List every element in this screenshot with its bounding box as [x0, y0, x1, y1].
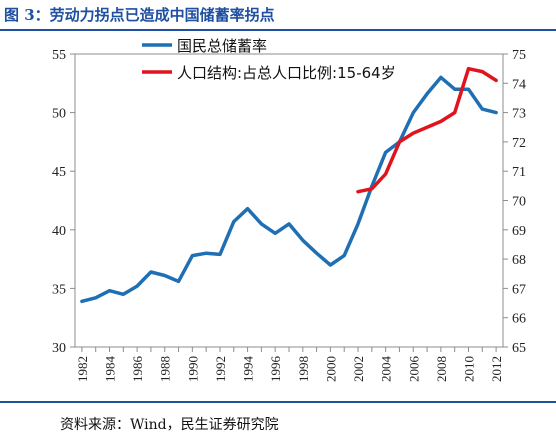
x-tick-label: 1984: [103, 356, 118, 383]
data-point: [150, 271, 152, 273]
x-tick-label: 1982: [75, 356, 90, 382]
data-point: [426, 126, 428, 128]
data-point: [398, 141, 400, 143]
y-right-tick-label: 73: [512, 107, 526, 122]
data-point: [371, 188, 373, 190]
series-line-savings-rate: [80, 75, 498, 304]
data-point: [385, 173, 387, 175]
y-right-tick-label: 67: [512, 282, 526, 297]
data-point: [205, 252, 207, 254]
x-tick-label: 2010: [461, 356, 476, 382]
footer-divider: [0, 401, 556, 403]
data-point: [164, 275, 166, 277]
data-point: [122, 293, 124, 295]
data-point: [191, 255, 193, 257]
y-left-tick-label: 45: [52, 165, 66, 180]
y-right-tick-label: 65: [512, 341, 526, 356]
data-point: [481, 71, 483, 73]
y-left-tick-label: 50: [52, 107, 66, 122]
y-right-tick-label: 68: [512, 253, 526, 268]
data-point: [495, 79, 497, 81]
x-tick-label: 1992: [213, 356, 228, 382]
data-point: [467, 88, 469, 90]
x-tick-label: 1986: [130, 356, 145, 383]
y-left-tick-label: 30: [52, 341, 66, 356]
y-right-tick-label: 72: [512, 136, 526, 151]
data-point: [219, 253, 221, 255]
data-point: [178, 280, 180, 282]
x-tick-label: 1988: [158, 356, 173, 382]
data-point: [81, 300, 83, 302]
x-tick-label: 1994: [241, 356, 256, 383]
data-point: [454, 112, 456, 114]
y-left-tick-label: 40: [52, 224, 66, 239]
data-point: [481, 108, 483, 110]
data-point: [136, 285, 138, 287]
data-point: [454, 88, 456, 90]
source-note: 资料来源：Wind，民生证券研究院: [60, 417, 279, 433]
y-right-tick-label: 75: [512, 48, 526, 63]
data-point: [495, 112, 497, 114]
x-tick-label: 2008: [434, 356, 449, 382]
title-bar: 图 3：劳动力拐点已造成中国储蓄率拐点: [0, 0, 556, 31]
data-point: [357, 223, 359, 225]
data-point: [302, 239, 304, 241]
data-point: [247, 208, 249, 210]
data-point: [412, 132, 414, 134]
y-right-tick-label: 71: [512, 165, 526, 180]
data-point: [316, 252, 318, 254]
data-point: [385, 151, 387, 153]
title-divider: [0, 29, 556, 31]
x-tick-label: 2000: [323, 356, 338, 382]
data-point: [109, 290, 111, 292]
data-point: [95, 297, 97, 299]
x-tick-label: 2004: [379, 356, 394, 383]
data-point: [426, 93, 428, 95]
data-point: [260, 223, 262, 225]
x-tick-label: 1996: [268, 356, 283, 383]
x-tick-label: 1998: [296, 356, 311, 382]
data-point: [343, 255, 345, 257]
data-point: [467, 68, 469, 70]
legend-label: 人口结构:占总人口比例:15-64岁: [177, 64, 396, 82]
data-point: [274, 232, 276, 234]
x-tick-label: 1990: [185, 356, 200, 382]
chart-area: 30 35 40 45 50 55 65 66 67 68 69 70 71 72 73 74 75 1982 19…: [0, 31, 556, 401]
line-chart: 30 35 40 45 50 55 65 66 67 68 69 70 71 72 73 74 75 1982 19…: [52, 37, 526, 383]
legend-label: 国民总储蓄率: [177, 37, 267, 55]
y-right-tick-label: 69: [512, 224, 526, 239]
y-right-tick-label: 74: [512, 77, 526, 92]
plot-frame: [74, 53, 504, 348]
data-point: [357, 191, 359, 193]
data-point: [412, 112, 414, 114]
data-point: [288, 223, 290, 225]
figure-title: 图 3：劳动力拐点已造成中国储蓄率拐点: [4, 6, 275, 24]
data-point: [329, 264, 331, 266]
data-point: [440, 120, 442, 122]
x-tick-label: 2006: [406, 356, 421, 383]
data-point: [233, 221, 235, 223]
y-left-tick-label: 55: [52, 48, 66, 63]
y-left-tick-label: 35: [52, 282, 66, 297]
data-point: [440, 76, 442, 78]
y-right-tick-label: 66: [512, 312, 526, 327]
y-right-tick-label: 70: [512, 195, 526, 210]
x-tick-label: 2002: [351, 356, 366, 382]
x-tick-label: 2012: [489, 356, 504, 382]
